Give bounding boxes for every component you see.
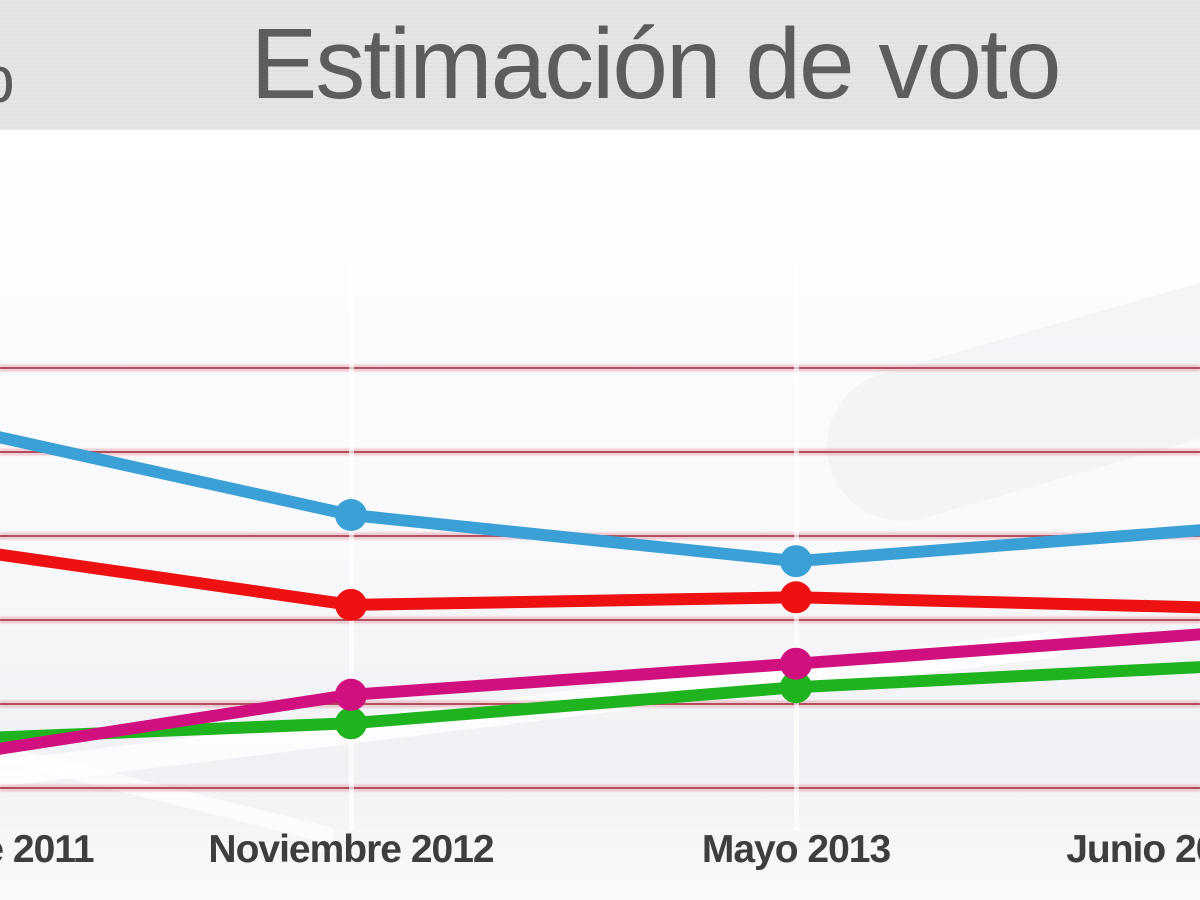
upyd-point-1 xyxy=(335,678,367,711)
iu-point-1 xyxy=(335,707,367,740)
gridline-0 xyxy=(0,787,1200,789)
column-highlight xyxy=(794,260,799,830)
pp-line xyxy=(0,431,1200,568)
psoe-point-1 xyxy=(335,588,367,621)
chart-header: % Estimación de voto xyxy=(0,0,1200,132)
gridline-50 xyxy=(0,367,1200,369)
x-axis-label-noviembre-2011: Noviembre 2011 xyxy=(0,828,95,871)
chart-body: Noviembre 2011 Noviembre 2012 Mayo 2013 … xyxy=(0,130,1200,900)
iu-point-2 xyxy=(780,671,812,704)
gridline-40 xyxy=(0,451,1200,453)
psoe-line xyxy=(0,548,1200,614)
y-axis-unit-label: % xyxy=(0,28,15,122)
gridline-20 xyxy=(0,619,1200,621)
column-highlight xyxy=(349,260,354,830)
series-plot xyxy=(0,431,1200,755)
upyd-point-2 xyxy=(780,647,812,680)
plot-area xyxy=(0,251,1200,845)
pp-point-1 xyxy=(335,499,367,531)
x-axis-label-mayo-2013: Mayo 2013 xyxy=(701,828,891,871)
upyd-line xyxy=(0,628,1200,755)
page-title: Estimación de voto xyxy=(250,8,1062,120)
x-axis-label-noviembre-2012: Noviembre 2012 xyxy=(208,828,494,871)
pp-point-2 xyxy=(780,545,812,578)
x-axis-label-junio-2013: Junio 2013 xyxy=(1066,828,1200,871)
psoe-point-2 xyxy=(780,581,812,614)
